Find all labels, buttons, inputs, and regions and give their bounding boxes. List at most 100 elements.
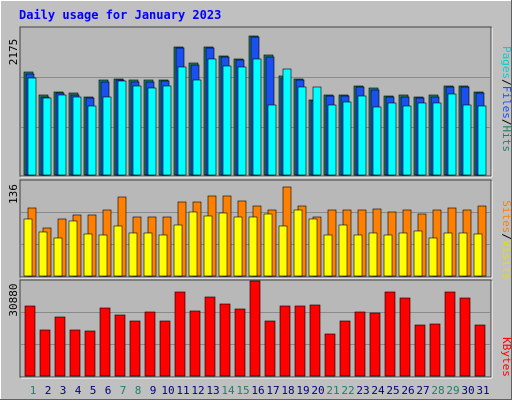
kbytes-panel-bar-kbytes-day-21 [324, 333, 336, 377]
day-label-7: 7 [120, 384, 127, 397]
day-label-26: 26 [401, 384, 414, 397]
hits-panel-bar-pages-day-12 [192, 79, 202, 176]
kbytes-panel-bar-kbytes-day-1 [24, 305, 36, 377]
hits-panel-bar-pages-day-20 [312, 86, 322, 176]
hits-panel-bar-pages-day-1 [27, 77, 37, 176]
kbytes-panel-bar-kbytes-day-12 [189, 310, 201, 377]
visits-panel-bar-sites-day-10 [158, 234, 168, 277]
day-label-13: 13 [206, 384, 219, 397]
day-label-31: 31 [476, 384, 489, 397]
legend-visits: Visits [500, 240, 512, 280]
kbytes-panel-bar-kbytes-day-30 [459, 297, 471, 377]
hits-panel-bar-pages-day-4 [72, 96, 82, 176]
kbytes-panel-bar-kbytes-day-23 [354, 311, 366, 377]
visits-max-label: 136 [7, 184, 20, 204]
day-label-17: 17 [266, 384, 279, 397]
kbytes-bars [24, 280, 486, 377]
hits-panel-bar-pages-day-19 [297, 86, 307, 176]
hits-panel-bar-pages-day-29 [447, 93, 457, 176]
visits-panel-bar-sites-day-23 [353, 234, 363, 277]
hits-panel-bar-pages-day-10 [162, 85, 172, 176]
day-label-1: 1 [30, 384, 37, 397]
visits-panel-bar-sites-day-28 [428, 237, 438, 277]
visits-panel-bar-sites-day-14 [218, 212, 228, 277]
kbytes-panel-bar-kbytes-day-22 [339, 320, 351, 377]
hits-panel-bar-pages-day-13 [207, 58, 217, 176]
visits-panel-bar-sites-day-16 [248, 216, 258, 277]
visits-panel-bar-sites-day-11 [173, 224, 183, 277]
visits-panel-bar-sites-day-26 [398, 232, 408, 277]
visits-panel-bar-sites-day-9 [143, 232, 153, 277]
legend-sep-3: / [500, 233, 512, 240]
hits-panel-bar-pages-day-11 [177, 66, 187, 176]
visits-panel-bar-sites-day-31 [473, 233, 483, 277]
hits-panel-bar-pages-day-27 [417, 102, 427, 176]
day-label-20: 20 [311, 384, 324, 397]
visits-panel-bar-sites-day-15 [233, 216, 243, 277]
day-label-3: 3 [60, 384, 67, 397]
day-label-5: 5 [90, 384, 97, 397]
kbytes-panel-bar-kbytes-day-4 [69, 329, 81, 377]
hits-panel-bar-pages-day-26 [402, 105, 412, 176]
kbytes-panel-bar-kbytes-day-15 [234, 308, 246, 377]
kbytes-panel-bar-kbytes-day-8 [129, 320, 141, 377]
legend-hits: Hits [500, 126, 512, 153]
kbytes-panel-bar-kbytes-day-26 [399, 297, 411, 377]
kbytes-panel-bar-kbytes-day-7 [114, 314, 126, 377]
kbytes-panel-bar-kbytes-day-27 [414, 324, 426, 377]
visits-panel-bar-sites-day-1 [23, 218, 33, 277]
day-label-24: 24 [371, 384, 385, 397]
hits-panel-bar-pages-day-9 [147, 87, 157, 176]
hits-panel-bar-pages-day-23 [357, 95, 367, 176]
kbytes-panel-bar-kbytes-day-24 [369, 312, 381, 377]
hits-panel-bar-pages-day-14 [222, 65, 232, 176]
day-label-12: 12 [191, 384, 204, 397]
legend-files: Files [500, 86, 512, 119]
kbytes-panel-bar-kbytes-day-11 [174, 291, 186, 377]
hits-panel-bar-pages-day-17 [267, 104, 277, 176]
hits-panel-bar-pages-day-25 [387, 102, 397, 176]
hits-panel-bar-pages-day-31 [477, 105, 487, 176]
day-label-15: 15 [236, 384, 249, 397]
kbytes-panel-bar-kbytes-day-13 [204, 296, 216, 377]
visits-panel-bar-sites-day-21 [323, 234, 333, 277]
day-label-6: 6 [105, 384, 112, 397]
day-label-28: 28 [431, 384, 444, 397]
hits-panel-bar-pages-day-16 [252, 58, 262, 176]
hits-panel-bar-pages-day-22 [342, 101, 352, 176]
day-label-16: 16 [251, 384, 264, 397]
hits-legend: Pages/Files/Hits [500, 46, 512, 152]
legend-sites: Sites [500, 200, 512, 233]
hits-panel-bar-pages-day-8 [132, 85, 142, 176]
kbytes-panel-bar-kbytes-day-20 [309, 304, 321, 377]
visits-panel-bar-sites-day-8 [128, 232, 138, 277]
legend-sep-1: / [500, 79, 512, 86]
day-label-23: 23 [356, 384, 369, 397]
day-label-27: 27 [416, 384, 429, 397]
visits-panel-bar-sites-day-18 [278, 225, 288, 277]
hits-panel-bar-pages-day-5 [87, 105, 97, 176]
hits-panel-bar-pages-day-21 [327, 104, 337, 176]
day-label-29: 29 [446, 384, 459, 397]
visits-panel-bar-sites-day-20 [308, 218, 318, 277]
day-label-10: 10 [161, 384, 174, 397]
hits-max-label: 2175 [7, 39, 20, 66]
kbytes-panel-bar-kbytes-day-25 [384, 291, 396, 377]
visits-panel-bar-sites-day-13 [203, 215, 213, 277]
day-label-11: 11 [176, 384, 189, 397]
hits-panel-bar-pages-day-18 [282, 68, 292, 176]
day-label-22: 22 [341, 384, 354, 397]
visits-panel-bar-sites-day-27 [413, 230, 423, 277]
visits-legend: Sites/Visits [500, 200, 512, 280]
visits-panel-bar-sites-day-6 [98, 234, 108, 277]
legend-sep-2: / [500, 119, 512, 126]
kbytes-panel-bar-kbytes-day-18 [279, 305, 291, 377]
day-label-21: 21 [326, 384, 339, 397]
visits-panel-bar-sites-day-2 [38, 231, 48, 277]
visits-panel-bar-sites-day-5 [83, 233, 93, 277]
day-label-8: 8 [135, 384, 142, 397]
hits-panel-bar-pages-day-7 [117, 80, 127, 176]
kbytes-panel-bar-kbytes-day-16 [249, 280, 261, 377]
kbytes-panel-bar-kbytes-day-6 [99, 307, 111, 377]
